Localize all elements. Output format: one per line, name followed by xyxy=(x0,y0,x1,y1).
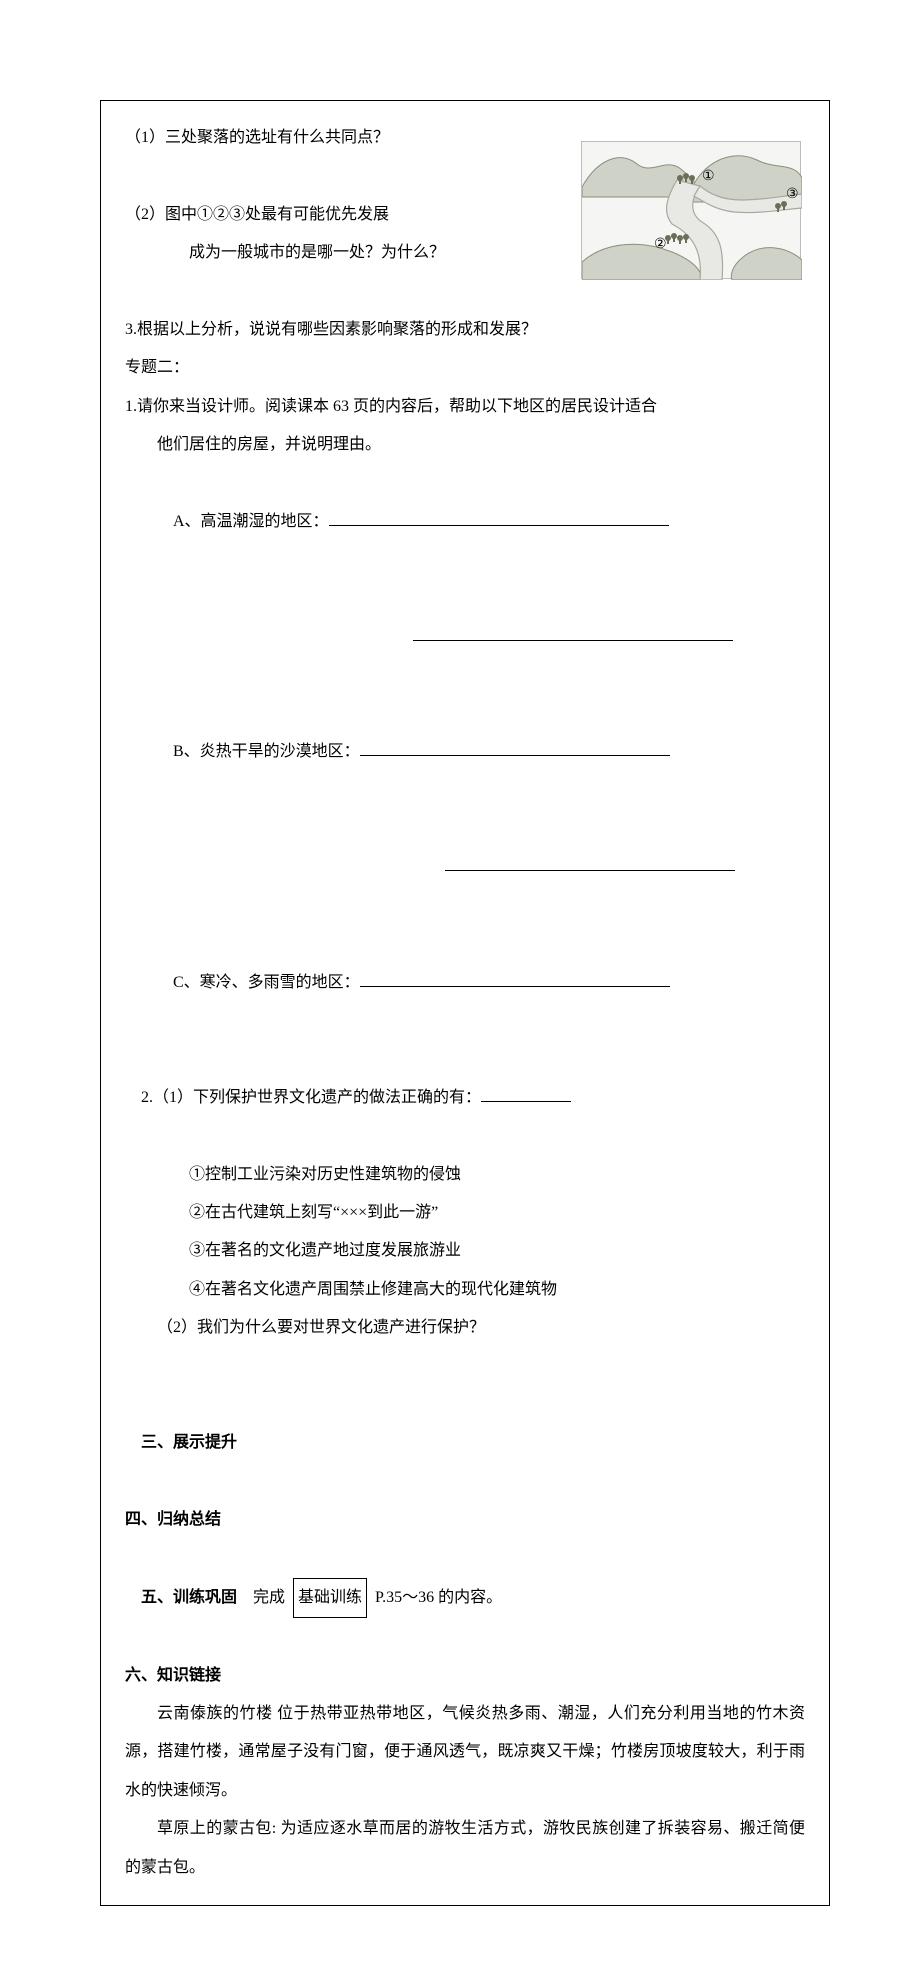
sec5-box: 基础训练 xyxy=(293,1578,367,1618)
figure-label-1: ① xyxy=(702,169,715,184)
sec4-title: 四、归纳总结 xyxy=(125,1501,805,1539)
blank-b2[interactable] xyxy=(445,855,735,871)
t2q2-opt4: ④在著名文化遗产周围禁止修建高大的现代化建筑物 xyxy=(125,1271,805,1309)
sec6-p1: 云南傣族的竹楼 位于热带亚热带地区，气候炎热多雨、潮湿，人们充分利用当地的竹木资… xyxy=(125,1695,805,1810)
topic2-c-label: C、寒冷、多雨雪的地区： xyxy=(173,974,360,991)
settlement-figure: ① ② ③ xyxy=(581,141,801,279)
blank-a1[interactable] xyxy=(329,510,669,526)
topic2-b: B、炎热干旱的沙漠地区： xyxy=(125,695,805,810)
sec3-row: 三、展示提升 xyxy=(125,1386,805,1501)
sec3-title: 三、展示提升 xyxy=(141,1434,237,1451)
blank-a2[interactable] xyxy=(413,625,733,641)
sec5-title: 五、训练巩固 xyxy=(141,1589,237,1606)
q3-text: 3.根据以上分析，说说有哪些因素影响聚落的形成和发展？ xyxy=(125,311,805,349)
t2q2-opt2: ②在古代建筑上刻写“×××到此一游” xyxy=(125,1194,805,1232)
t2q2-opt3: ③在著名的文化遗产地过度发展旅游业 xyxy=(125,1232,805,1270)
blank-b1[interactable] xyxy=(360,740,670,756)
topic2-b-label: B、炎热干旱的沙漠地区： xyxy=(173,743,360,760)
topic2-t1-l1: 1.请你来当设计师。阅读课本 63 页的内容后，帮助以下地区的居民设计适合 xyxy=(125,388,805,426)
topic2-a: A、高温潮湿的地区： xyxy=(125,465,805,580)
sec5-row: 五、训练巩固 完成 基础训练 P.35～36 的内容。 xyxy=(125,1539,805,1656)
sec6-title: 六、知识链接 xyxy=(125,1657,805,1695)
sec5-mid: 完成 xyxy=(237,1589,289,1606)
topic2-title: 专题二： xyxy=(125,349,805,387)
topic2-t1-l2: 他们居住的房屋，并说明理由。 xyxy=(125,426,805,464)
t2q2-stem: 2.（1）下列保护世界文化遗产的做法正确的有： xyxy=(141,1089,481,1106)
hill-bottom-right xyxy=(731,248,802,280)
trees-2 xyxy=(665,233,689,244)
topic2-c: C、寒冷、多雨雪的地区： xyxy=(125,925,805,1040)
t2q2-sub2: （2）我们为什么要对世界文化遗产进行保护？ xyxy=(125,1309,805,1347)
topic2-a-label: A、高温潮湿的地区： xyxy=(173,513,329,530)
figure-label-3: ③ xyxy=(786,187,799,202)
hill-bottom-left xyxy=(582,244,702,280)
page-frame: ① ② ③ （1）三处聚落的选址有什么共同点？ （2）图中①②③处最有可能优先发… xyxy=(100,100,830,1906)
blank-b2-row xyxy=(125,810,805,925)
t2q2-opt1: ①控制工业污染对历史性建筑物的侵蚀 xyxy=(125,1156,805,1194)
sec5-after: P.35～36 的内容。 xyxy=(371,1589,502,1606)
blank-answer[interactable] xyxy=(481,1086,571,1102)
settlement-svg: ① ② ③ xyxy=(582,142,802,280)
figure-label-2: ② xyxy=(654,237,667,252)
t2q2-stem-row: 2.（1）下列保护世界文化遗产的做法正确的有： xyxy=(125,1040,805,1155)
sec6-p2: 草原上的蒙古包: 为适应逐水草而居的游牧生活方式，游牧民族创建了拆装容易、搬迁简… xyxy=(125,1810,805,1887)
blank-c1[interactable] xyxy=(360,971,670,987)
blank-a2-row xyxy=(125,580,805,695)
